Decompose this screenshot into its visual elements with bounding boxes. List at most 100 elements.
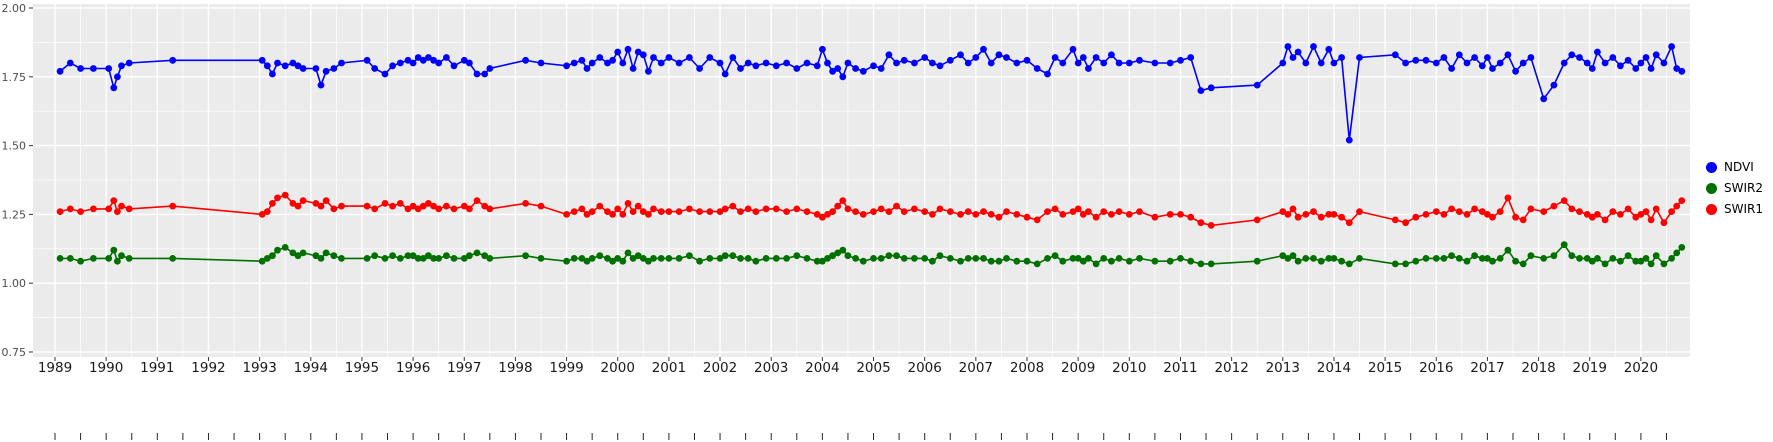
data-point-SWIR1 (1637, 211, 1645, 218)
data-point-SWIR1 (414, 205, 422, 213)
data-point-NDVI (1100, 59, 1108, 67)
data-point-SWIR2 (56, 255, 64, 262)
data-point-SWIR1 (752, 208, 760, 216)
data-point-NDVI (614, 48, 622, 56)
data-point-SWIR2 (466, 252, 473, 260)
data-point-NDVI (1074, 59, 1082, 67)
data-point-SWIR2 (563, 257, 570, 265)
data-point-NDVI (1594, 48, 1601, 56)
data-point-SWIR2 (1432, 255, 1440, 262)
data-point-SWIR2 (1136, 255, 1143, 262)
data-point-SWIR1 (338, 202, 345, 210)
data-point-SWIR1 (980, 208, 987, 216)
data-point-SWIR2 (1448, 252, 1455, 260)
data-point-NDVI (443, 54, 450, 61)
data-point-SWIR1 (834, 202, 842, 210)
data-point-SWIR2 (1527, 252, 1535, 260)
data-point-NDVI (834, 65, 842, 72)
data-point-NDVI (466, 59, 473, 67)
x-axis-label: 1991 (140, 360, 174, 376)
data-point-NDVI (813, 62, 821, 70)
data-point-NDVI (169, 56, 177, 64)
data-point-SWIR2 (125, 255, 133, 262)
data-point-NDVI (1391, 51, 1399, 59)
data-point-NDVI (404, 56, 412, 64)
data-point-SWIR1 (1033, 216, 1041, 224)
data-point-SWIR2 (893, 252, 900, 260)
data-point-SWIR2 (877, 255, 885, 262)
data-point-SWIR2 (169, 255, 177, 262)
data-point-SWIR2 (995, 257, 1003, 265)
data-point-NDVI (911, 59, 918, 67)
data-point-SWIR2 (486, 255, 494, 262)
data-point-NDVI (1108, 51, 1115, 59)
data-point-SWIR2 (639, 255, 647, 262)
data-point-SWIR2 (281, 244, 289, 251)
data-point-NDVI (1033, 65, 1041, 72)
y-axis-label: 1.50 (2, 140, 27, 153)
data-point-SWIR2 (435, 255, 443, 262)
data-point-SWIR1 (1422, 211, 1430, 218)
data-point-NDVI (1512, 67, 1519, 75)
data-point-SWIR1 (1588, 213, 1596, 221)
x-axis-label: 2004 (805, 360, 839, 376)
data-point-SWIR2 (609, 257, 616, 265)
data-point-NDVI (852, 65, 859, 72)
data-point-SWIR1 (312, 200, 320, 207)
data-point-SWIR2 (1125, 257, 1133, 265)
data-point-NDVI (118, 62, 125, 70)
data-point-SWIR1 (563, 211, 570, 218)
data-point-SWIR1 (1489, 213, 1496, 221)
data-point-SWIR1 (1601, 216, 1609, 224)
data-point-NDVI (1115, 59, 1123, 67)
data-point-SWIR1 (1085, 208, 1092, 216)
data-point-SWIR2 (1187, 257, 1195, 265)
data-point-SWIR1 (819, 213, 826, 221)
data-point-NDVI (706, 54, 714, 61)
data-point-NDVI (1484, 54, 1491, 61)
data-point-SWIR2 (414, 255, 422, 262)
legend-item-SWIR1: SWIR1 (1706, 202, 1763, 216)
data-point-SWIR1 (66, 205, 74, 213)
data-point-SWIR2 (1455, 255, 1463, 262)
data-point-NDVI (583, 65, 591, 72)
data-point-SWIR2 (312, 252, 320, 260)
data-point-SWIR1 (1294, 213, 1302, 221)
data-point-SWIR2 (614, 255, 622, 262)
data-point-SWIR1 (294, 202, 302, 210)
data-point-SWIR1 (1177, 211, 1184, 218)
data-point-SWIR1 (744, 205, 752, 213)
data-point-NDVI (1136, 56, 1143, 64)
data-point-NDVI (289, 59, 297, 67)
legend-label-NDVI: NDVI (1724, 160, 1754, 174)
data-point-NDVI (716, 59, 724, 67)
data-point-NDVI (1576, 54, 1583, 61)
data-point-NDVI (1550, 81, 1558, 89)
data-point-NDVI (1471, 54, 1478, 61)
data-point-SWIR2 (803, 255, 811, 262)
data-point-NDVI (1660, 59, 1668, 67)
data-point-NDVI (430, 56, 437, 64)
data-point-SWIR2 (1678, 244, 1686, 251)
data-point-SWIR1 (911, 205, 918, 213)
data-point-NDVI (609, 56, 616, 64)
data-point-SWIR1 (1576, 208, 1583, 216)
data-point-SWIR2 (363, 255, 371, 262)
data-point-SWIR2 (1583, 255, 1591, 262)
data-point-SWIR2 (110, 246, 118, 254)
data-point-NDVI (1289, 54, 1297, 61)
data-point-NDVI (66, 59, 74, 67)
data-point-SWIR1 (289, 200, 297, 207)
data-point-SWIR2 (619, 257, 627, 265)
y-axis-label: 1.25 (2, 208, 27, 221)
data-point-NDVI (1279, 59, 1287, 67)
data-point-SWIR1 (274, 194, 281, 202)
data-point-SWIR2 (299, 249, 307, 257)
data-point-NDVI (721, 70, 729, 78)
data-point-SWIR1 (893, 202, 900, 210)
data-point-SWIR1 (583, 211, 591, 218)
data-point-NDVI (752, 62, 760, 70)
data-point-SWIR1 (793, 205, 801, 213)
data-point-SWIR1 (466, 205, 473, 213)
